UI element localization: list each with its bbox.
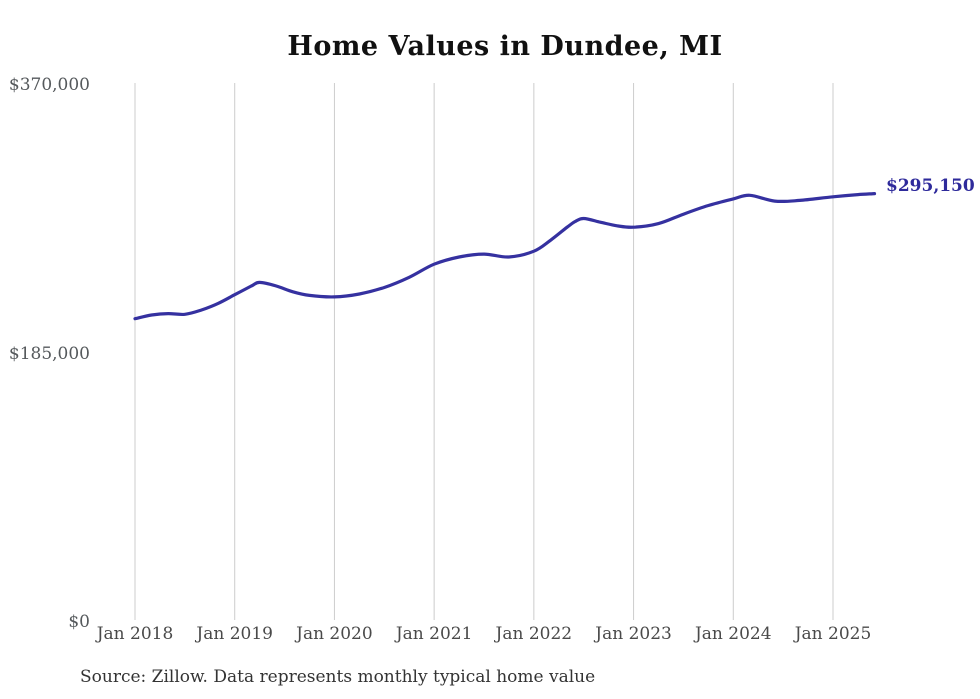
latest-value-annotation: $295,150 (886, 176, 975, 196)
x-axis-tick-jan-2019: Jan 2019 (196, 624, 273, 644)
vertical-gridlines (134, 83, 834, 620)
y-axis-tick-370000: $370,000 (8, 75, 90, 95)
source-attribution: Source: Zillow. Data represents monthly … (80, 667, 596, 687)
x-axis-tick-jan-2020: Jan 2020 (296, 624, 373, 644)
x-axis-tick-jan-2023: Jan 2023 (595, 624, 672, 644)
x-axis-tick-jan-2021: Jan 2021 (395, 624, 473, 644)
x-axis-tick-jan-2022: Jan 2022 (495, 624, 573, 644)
y-axis-tick-185000: $185,000 (8, 344, 90, 364)
home-value-line-series (133, 192, 877, 321)
x-axis-tick-jan-2025: Jan 2025 (794, 624, 872, 644)
x-axis-tick-jan-2024: Jan 2024 (694, 624, 772, 644)
chart-title: Home Values in Dundee, MI (287, 31, 723, 62)
x-axis-tick-jan-2018: Jan 2018 (96, 624, 174, 644)
y-axis-tick-0: $0 (68, 612, 90, 632)
